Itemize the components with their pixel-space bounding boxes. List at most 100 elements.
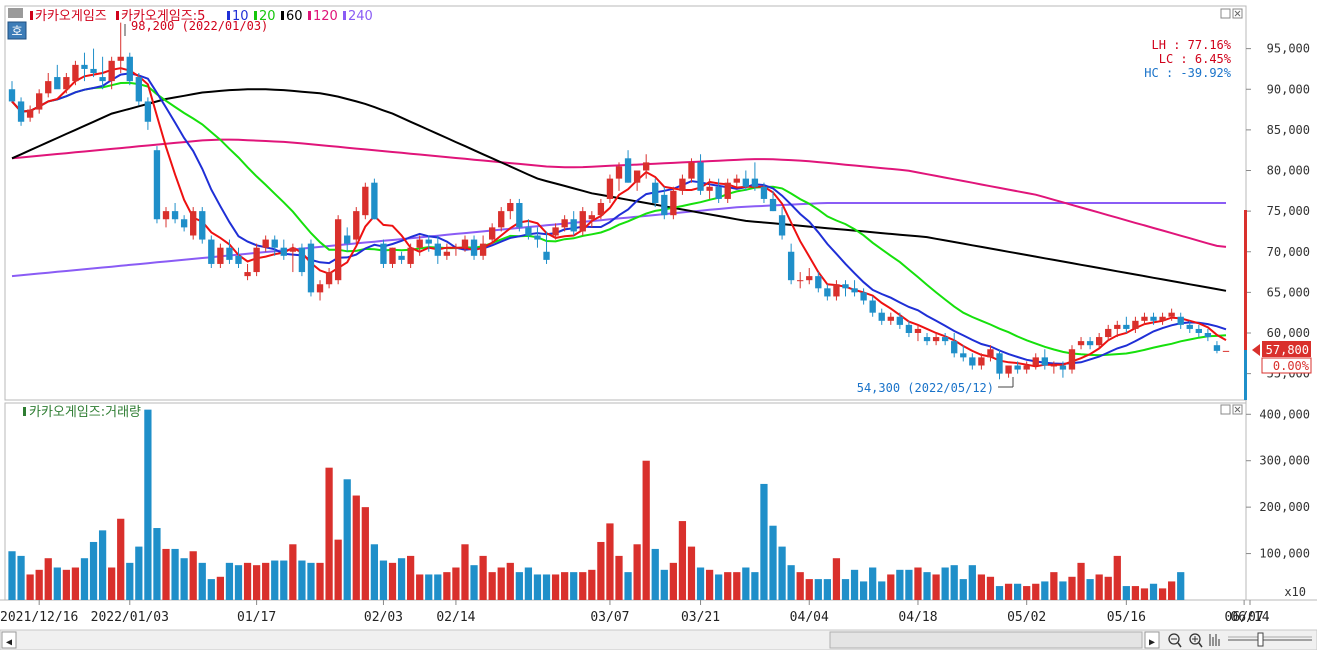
- volume-bar: [1158, 588, 1167, 600]
- volume-bar: [823, 579, 831, 600]
- candle-body: [806, 276, 813, 281]
- volume-bar: [497, 567, 505, 600]
- corner-button[interactable]: [7, 21, 27, 40]
- candle-body: [8, 89, 16, 102]
- candle-body: [153, 150, 161, 220]
- volume-bar: [470, 565, 478, 600]
- vol-panel-maximize-icon[interactable]: [1220, 404, 1231, 415]
- candle-body: [534, 235, 541, 240]
- volume-tick-label: 400,000: [1259, 407, 1310, 421]
- candle-body: [697, 162, 704, 191]
- legend-item: 카카오게임즈: [35, 9, 107, 24]
- time-tick-label: 05/02: [1007, 610, 1046, 625]
- candle-body: [1132, 320, 1139, 329]
- volume-bar: [325, 467, 333, 600]
- candle-body: [398, 255, 405, 260]
- current-price-arrow: [1252, 344, 1260, 356]
- volume-bar: [153, 528, 161, 600]
- candle-body: [1041, 357, 1048, 366]
- volume-bar: [8, 551, 16, 600]
- panel-handle-icon[interactable]: [8, 8, 23, 18]
- volume-bar: [271, 560, 279, 600]
- candle-body: [742, 178, 750, 187]
- candle-body: [633, 170, 641, 183]
- volume-bar: [44, 558, 52, 600]
- legend-item: 60: [286, 9, 303, 24]
- zoom-in-icon[interactable]: [1189, 633, 1203, 648]
- ma5-line: [11, 67, 1227, 368]
- candle-body: [996, 353, 1003, 374]
- volume-bar: [289, 544, 297, 600]
- candle-body: [1014, 365, 1021, 370]
- volume-bar: [479, 555, 487, 600]
- candle-body: [217, 247, 224, 264]
- volume-bar: [1131, 586, 1140, 600]
- scroll-right-button[interactable]: [1144, 631, 1160, 649]
- candle-body: [1186, 324, 1193, 329]
- candle-body: [552, 227, 559, 236]
- candle-body: [72, 64, 79, 82]
- volume-bar: [760, 483, 768, 600]
- volume-bar: [950, 565, 958, 600]
- volume-bar: [89, 541, 98, 600]
- candle-body: [54, 77, 61, 90]
- candle-body: [833, 284, 840, 297]
- legend-item: 120: [313, 9, 338, 24]
- volume-axis-labels: 400,000 300,000 200,000 100,000: [1246, 407, 1310, 561]
- volume-bar: [542, 574, 551, 600]
- candle-body: [624, 158, 632, 183]
- current-price-box: [1262, 341, 1311, 357]
- volume-bar: [407, 555, 415, 600]
- candle-body: [543, 251, 550, 260]
- volume-bar: [597, 541, 605, 600]
- volume-bar: [234, 565, 243, 600]
- zoom-out-icon[interactable]: [1168, 633, 1182, 648]
- ma60-line: [11, 88, 1227, 292]
- candle-body: [706, 186, 713, 191]
- volume-bar: [651, 548, 659, 600]
- candle-body: [1177, 316, 1184, 325]
- candle-body: [923, 337, 931, 342]
- volume-bar: [1149, 583, 1158, 600]
- candle-body: [932, 337, 940, 342]
- candle-body: [914, 328, 922, 333]
- candle-body: [987, 349, 994, 358]
- volume-bar: [488, 572, 496, 600]
- candle-body: [380, 243, 387, 264]
- candle-body: [434, 243, 441, 256]
- zoom-slider[interactable]: [1228, 632, 1312, 647]
- volume-bar: [977, 574, 986, 600]
- candle-body: [1141, 316, 1148, 321]
- stat-line: LH : 77.16%: [1152, 38, 1232, 52]
- volume-bar: [162, 548, 170, 600]
- candle-body: [135, 77, 143, 102]
- candle-body: [461, 239, 469, 248]
- candle-body: [606, 178, 614, 199]
- bar-width-icon[interactable]: [1209, 634, 1220, 646]
- volume-bar: [769, 525, 777, 600]
- volume-bar: [452, 567, 460, 600]
- volume-bar: [561, 572, 569, 600]
- scroll-left-button[interactable]: [1, 631, 17, 649]
- candle-body: [860, 292, 867, 301]
- candle-body: [824, 288, 831, 297]
- volume-bar: [1032, 583, 1040, 600]
- candle-body: [126, 56, 133, 82]
- volume-bar: [334, 539, 342, 600]
- candle-body: [407, 247, 414, 264]
- volume-bar: [343, 479, 351, 600]
- volume-bar: [388, 562, 397, 600]
- panel-maximize-icon[interactable]: [1220, 8, 1231, 19]
- volume-bar: [660, 569, 668, 600]
- candle-body: [1032, 357, 1039, 366]
- candle-body: [479, 243, 487, 256]
- price-range-bar-low: [1244, 350, 1247, 400]
- candle-body: [1123, 324, 1130, 329]
- legend-marker: [30, 11, 33, 20]
- candle-body: [90, 68, 97, 73]
- volume-bar: [397, 558, 406, 600]
- price-tick-label: 60,000: [1267, 326, 1310, 340]
- scroll-thumb[interactable]: [829, 631, 1143, 649]
- price-tick-label: 70,000: [1267, 245, 1310, 259]
- price-tick-label: 85,000: [1267, 123, 1310, 137]
